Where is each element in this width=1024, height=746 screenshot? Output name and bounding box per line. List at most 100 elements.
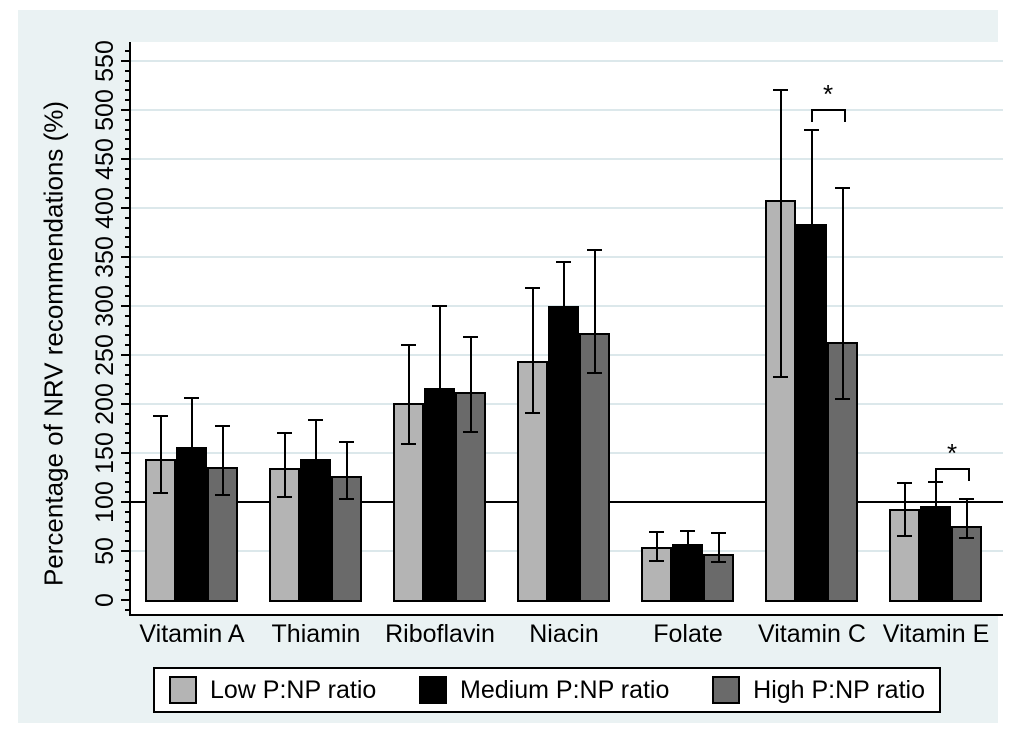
error-bar-cap-top <box>711 532 726 534</box>
error-bar-cap-top <box>897 482 912 484</box>
error-bar-cap-bottom <box>773 376 788 378</box>
y-tick-minor <box>125 491 129 493</box>
y-tick-minor <box>125 374 129 376</box>
error-bar <box>842 188 844 399</box>
y-tick-minor <box>125 530 129 532</box>
gridline-450 <box>131 158 1003 160</box>
y-tick-minor <box>125 521 129 523</box>
y-tick-label-400: 400 <box>90 187 119 229</box>
y-tick-label-200: 200 <box>90 383 119 425</box>
x-category-label: Vitamin E <box>882 620 990 648</box>
error-bar-cap-bottom <box>649 560 664 562</box>
legend-swatch-2 <box>712 676 741 704</box>
y-tick-minor <box>125 325 129 327</box>
significance-star: * <box>822 79 834 109</box>
x-category-label: Vitamin C <box>758 620 866 648</box>
error-bar <box>284 433 286 497</box>
y-tick-minor <box>125 178 129 180</box>
y-tick-label-500: 500 <box>90 89 119 131</box>
error-bar-cap-top <box>339 441 354 443</box>
y-tick-minor <box>125 481 129 483</box>
y-tick-minor <box>125 266 129 268</box>
error-bar <box>222 426 224 496</box>
significance-bracket <box>811 109 846 122</box>
error-bar-cap-bottom <box>215 494 230 496</box>
y-tick-minor <box>125 80 129 82</box>
y-tick-minor <box>125 119 129 121</box>
x-category-label: Niacin <box>529 620 599 648</box>
error-bar <box>191 398 193 496</box>
error-bar-cap-top <box>463 336 478 338</box>
legend-entry-1: Medium P:NP ratio <box>419 676 669 705</box>
error-bar-cap-top <box>432 305 447 307</box>
y-tick-minor <box>125 89 129 91</box>
error-bar-cap-top <box>308 419 323 421</box>
error-bar-cap-bottom <box>711 561 726 563</box>
legend-label-0: Low P:NP ratio <box>210 675 377 704</box>
gridline-350 <box>131 256 1003 258</box>
error-bar-cap-top <box>649 531 664 533</box>
y-tick-label-150: 150 <box>90 432 119 474</box>
legend-entry-0: Low P:NP ratio <box>169 676 376 705</box>
y-tick-minor <box>125 138 129 140</box>
legend-label-1: Medium P:NP ratio <box>460 675 670 704</box>
error-bar-cap-bottom <box>897 535 912 537</box>
y-tick-minor <box>125 129 129 131</box>
y-tick-major-550 <box>121 60 129 62</box>
y-tick-minor <box>125 383 129 385</box>
y-tick-major-300 <box>121 305 129 307</box>
legend-swatch-0 <box>169 676 197 704</box>
bar-niacin-s2 <box>579 333 610 602</box>
y-tick-minor <box>125 276 129 278</box>
y-tick-major-200 <box>121 403 129 405</box>
error-bar-cap-bottom <box>804 317 819 319</box>
y-tick-minor <box>125 609 129 611</box>
error-bar <box>594 250 596 373</box>
error-bar <box>470 337 472 432</box>
x-axis-line <box>129 614 1003 616</box>
y-tick-minor <box>125 285 129 287</box>
y-tick-label-100: 100 <box>90 481 119 523</box>
error-bar <box>780 90 782 376</box>
error-bar-cap-bottom <box>680 556 695 558</box>
y-tick-major-250 <box>121 354 129 356</box>
error-bar-cap-top <box>153 415 168 417</box>
error-bar-cap-top <box>556 261 571 263</box>
error-bar <box>687 531 689 556</box>
error-bar-cap-bottom <box>432 470 447 472</box>
y-tick-label-300: 300 <box>90 285 119 327</box>
y-axis-line <box>129 42 131 616</box>
error-bar-cap-bottom <box>401 443 416 445</box>
y-tick-minor <box>125 570 129 572</box>
y-tick-minor <box>125 432 129 434</box>
y-tick-minor <box>125 472 129 474</box>
error-bar <box>718 533 720 561</box>
y-tick-minor <box>125 579 129 581</box>
y-tick-label-0: 0 <box>90 593 119 607</box>
error-bar-cap-bottom <box>928 528 943 530</box>
y-tick-label-450: 450 <box>90 138 119 180</box>
y-tick-minor <box>125 413 129 415</box>
y-tick-minor <box>125 315 129 317</box>
y-tick-minor <box>125 236 129 238</box>
error-bar <box>160 416 162 493</box>
y-tick-minor <box>125 423 129 425</box>
y-tick-minor <box>125 334 129 336</box>
y-tick-minor <box>125 187 129 189</box>
error-bar-cap-top <box>959 498 974 500</box>
significance-star: * <box>946 438 958 468</box>
x-category-label: Riboflavin <box>385 620 495 648</box>
y-tick-minor <box>125 70 129 72</box>
y-tick-minor <box>125 246 129 248</box>
error-bar-cap-bottom <box>277 496 292 498</box>
y-tick-minor <box>125 217 129 219</box>
y-tick-minor <box>125 442 129 444</box>
error-bar-cap-bottom <box>835 398 850 400</box>
x-category-label: Folate <box>653 620 723 648</box>
y-tick-minor <box>125 168 129 170</box>
error-bar-cap-bottom <box>587 372 602 374</box>
y-tick-minor <box>125 227 129 229</box>
error-bar <box>439 306 441 471</box>
error-bar-cap-top <box>401 344 416 346</box>
